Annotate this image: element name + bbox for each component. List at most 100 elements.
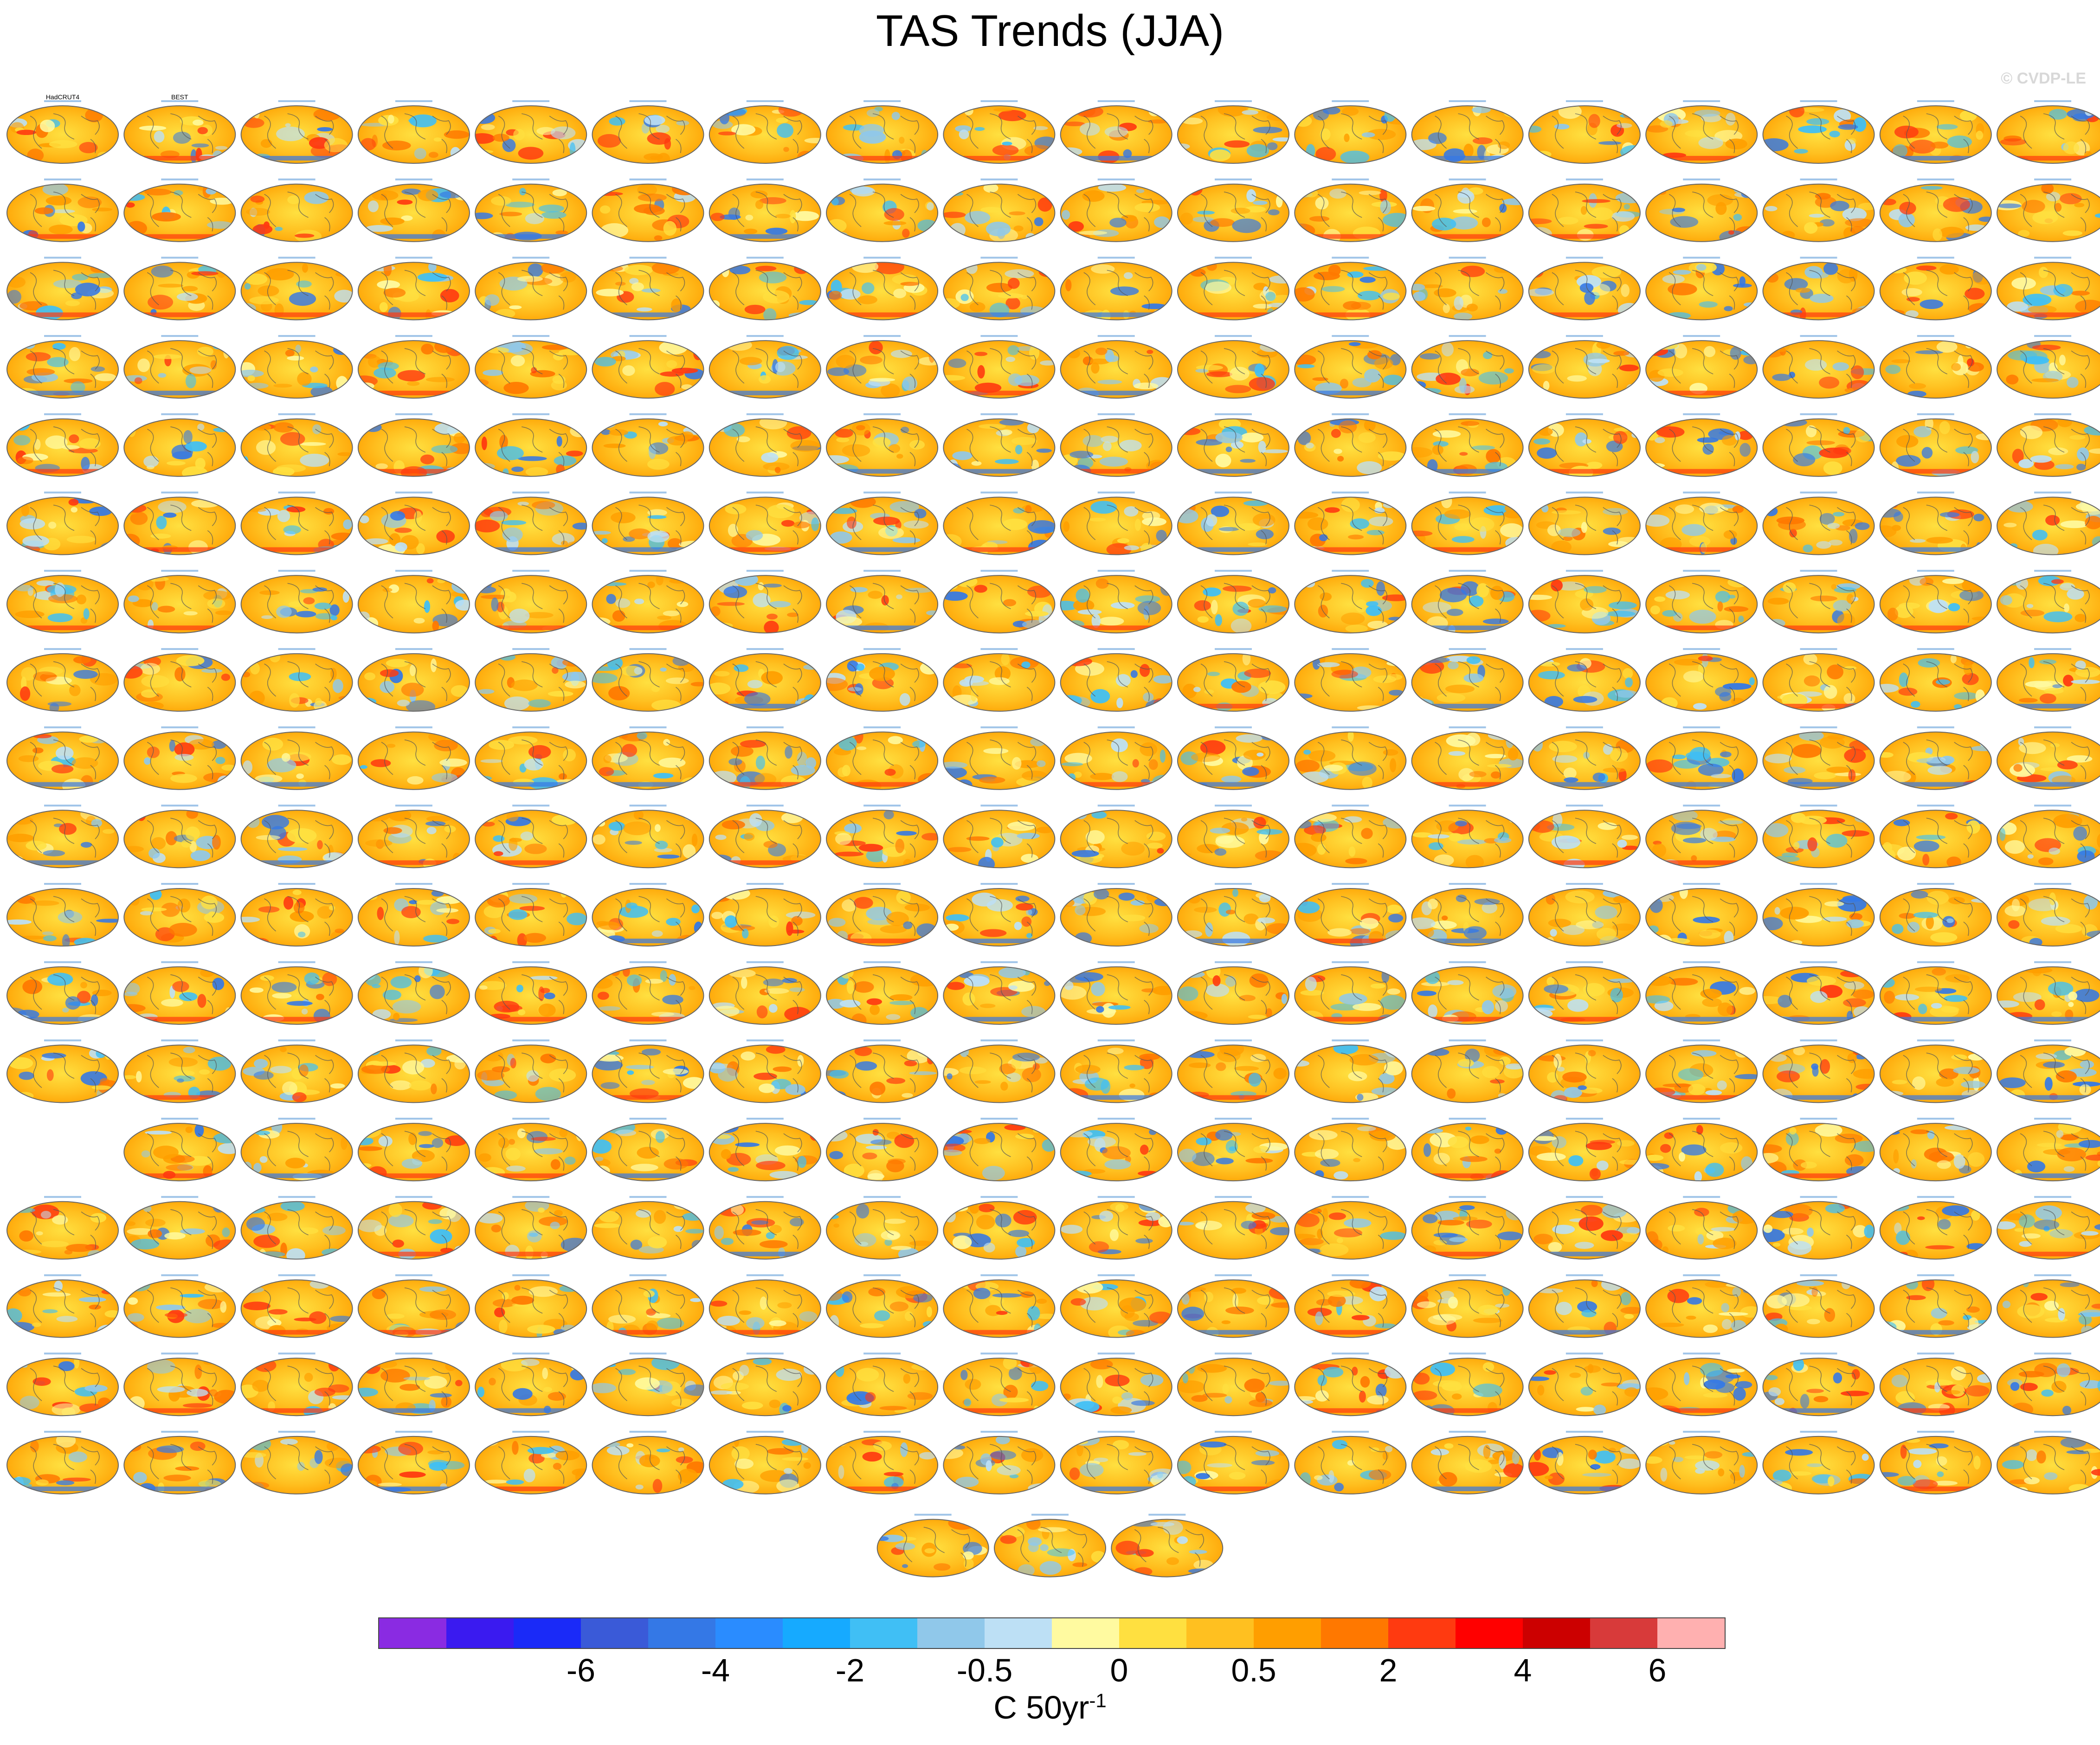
map-panel [240,1352,353,1417]
map-panel [1879,648,1992,712]
map-panel [709,1430,821,1494]
map-panel [357,1118,470,1182]
map-panel [123,648,236,712]
map-panel [1177,726,1289,790]
map-panel [6,883,119,947]
map-panel [1762,1352,1875,1417]
map-panel [1060,726,1172,790]
colorbar-swatch [715,1618,783,1648]
map-panel [709,257,821,321]
map-panel [826,1118,939,1182]
map-panel [1645,178,1758,242]
map-panel [475,178,587,242]
map-panel [240,961,353,1025]
map-panel [1762,178,1875,242]
map-panel [357,1274,470,1338]
map-panel [1879,805,1992,869]
map-panel [1060,257,1172,321]
map-panel [1294,648,1407,712]
map-panel [1528,726,1641,790]
map-panel [1177,178,1289,242]
map-panel [1177,1039,1289,1103]
map-panel [123,413,236,477]
map-panel [826,805,939,869]
map-panel [475,491,587,555]
map-panel [592,100,704,164]
map-panel [1879,961,1992,1025]
map-panel [123,1430,236,1494]
map-panel [357,1196,470,1260]
map-panel [1997,648,2100,712]
map-panel [1645,1430,1758,1494]
map-panel [1060,961,1172,1025]
map-panel [1762,1274,1875,1338]
map-panel [1997,1430,2100,1494]
map-panel [592,961,704,1025]
colorbar-swatch [1052,1618,1119,1648]
map-panel [592,257,704,321]
map-panel [943,570,1056,634]
map-panel [826,335,939,399]
map-panel [1060,413,1172,477]
colorbar-swatch [514,1618,581,1648]
map-panel [1528,413,1641,477]
map-panel [592,1352,704,1417]
colorbar-swatch [581,1618,648,1648]
map-panel [123,491,236,555]
map-panel [943,805,1056,869]
map-panel [943,413,1056,477]
map-panel [475,100,587,164]
map-panel [1997,961,2100,1025]
colorbar-swatch [1321,1618,1388,1648]
page-title: TAS Trends (JJA) [876,6,1224,56]
colorbar-tick-labels: -6 -4 -2 -0.5 0 0.5 2 4 6 [0,1652,2100,1689]
map-panel [123,570,236,634]
map-panel [1879,570,1992,634]
map-panel [240,648,353,712]
colorbar-tick-label: 4 [1514,1652,1532,1688]
map-panel [6,257,119,321]
map-panel [1411,648,1524,712]
map-panel [1879,413,1992,477]
map-panel [1177,257,1289,321]
map-panel [475,883,587,947]
map-panel [1060,570,1172,634]
map-panel [943,1118,1056,1182]
map-panel [943,1196,1056,1260]
map-panel [709,648,821,712]
map-panel [1528,648,1641,712]
map-panel [1177,1352,1289,1417]
map-panel [592,883,704,947]
map-panel [1645,961,1758,1025]
map-panel [475,648,587,712]
map-panel [1177,805,1289,869]
map-panel [357,726,470,790]
map-panel [1060,491,1172,555]
map-panel [357,805,470,869]
map-panel [1294,883,1407,947]
map-panel [1762,257,1875,321]
map-panel [1879,883,1992,947]
map-panel [1060,1118,1172,1182]
map-panel [357,491,470,555]
map-panel [1528,883,1641,947]
map-panel [240,413,353,477]
map-panel [1762,648,1875,712]
map-panel [826,1352,939,1417]
map-panel [1879,1196,1992,1260]
map-panel [1528,1039,1641,1103]
map-panel [357,648,470,712]
map-panel [123,961,236,1025]
map-panel [1177,491,1289,555]
map-panel [1411,1352,1524,1417]
map-panel [1997,1352,2100,1417]
map-panel [475,961,587,1025]
colorbar-tick-label: 0.5 [1231,1652,1276,1688]
map-panel [1645,883,1758,947]
colorbar-swatch [446,1618,514,1648]
map-panel [709,961,821,1025]
map-panel [709,1039,821,1103]
map-panel [1762,570,1875,634]
map-panel [709,1352,821,1417]
map-panels: HadCRUT4 BEST [6,93,2100,1578]
